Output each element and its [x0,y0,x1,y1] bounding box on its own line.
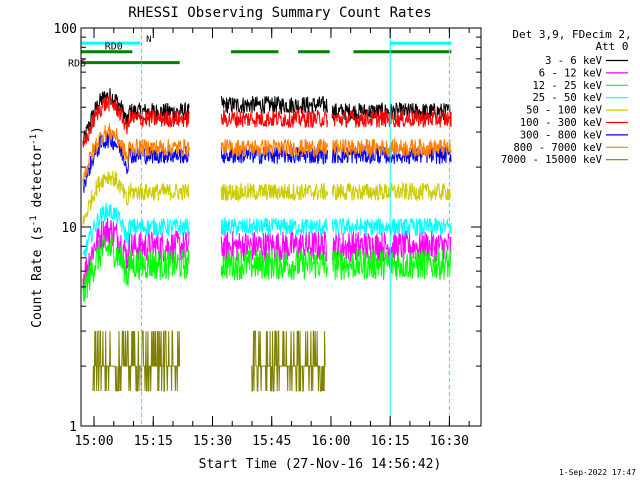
legend-label: 300 - 800 keV [520,129,603,141]
y-tick-label: 100 [54,22,77,37]
timestamp: 1-Sep-2022 17:47 [559,468,636,477]
series-line [82,217,452,292]
x-tick-label: 15:15 [134,434,173,449]
n-label: N [146,35,151,45]
legend-label: 800 - 7000 keV [513,142,602,154]
legend-label: 3 - 6 keV [545,55,603,67]
rd6-label: RD6 [68,59,86,70]
plot-area [81,28,452,426]
x-tick-label: 15:30 [193,434,232,449]
y-tick-label: 1 [69,420,77,435]
y-axis-label-main: Count Rate (s [30,226,45,328]
y-tick-label: 10 [61,221,77,236]
legend-header-1: Det 3,9, FDecim 2, [512,28,631,41]
y-axis-label-sup1: -1 [29,215,39,226]
legend-label: 12 - 25 keV [532,80,602,92]
y-axis-label: Count Rate (s-1 detector-1) [29,126,45,328]
series-line [92,330,326,392]
legend-label: 6 - 12 keV [539,67,603,79]
x-tick-label: 16:30 [430,434,469,449]
rd0-label: RD0 [105,42,123,53]
legend-label: 7000 - 15000 keV [501,154,603,166]
series-line [82,130,452,193]
series-line [82,203,452,259]
series-line [82,94,452,148]
x-axis-label: Start Time (27-Nov-16 14:56:42) [199,457,442,472]
y-axis-label-end: ) [30,126,45,134]
y-axis-label-sup2: -1 [29,134,39,145]
legend-label: 100 - 300 keV [520,117,603,129]
x-tick-label: 16:15 [371,434,410,449]
legend-label: 25 - 50 keV [532,92,602,104]
legend-header-2: Att 0 [595,40,628,53]
series-line [82,123,452,187]
chart-title: RHESSI Observing Summary Count Rates [128,5,431,21]
legend-label: 50 - 100 keV [526,105,603,117]
x-tick-label: 15:00 [74,434,113,449]
x-tick-label: 16:00 [311,434,350,449]
y-axis-label-mid: detector [30,145,45,216]
series-line [82,170,452,226]
series-line [82,234,452,303]
x-tick-label: 15:45 [252,434,291,449]
